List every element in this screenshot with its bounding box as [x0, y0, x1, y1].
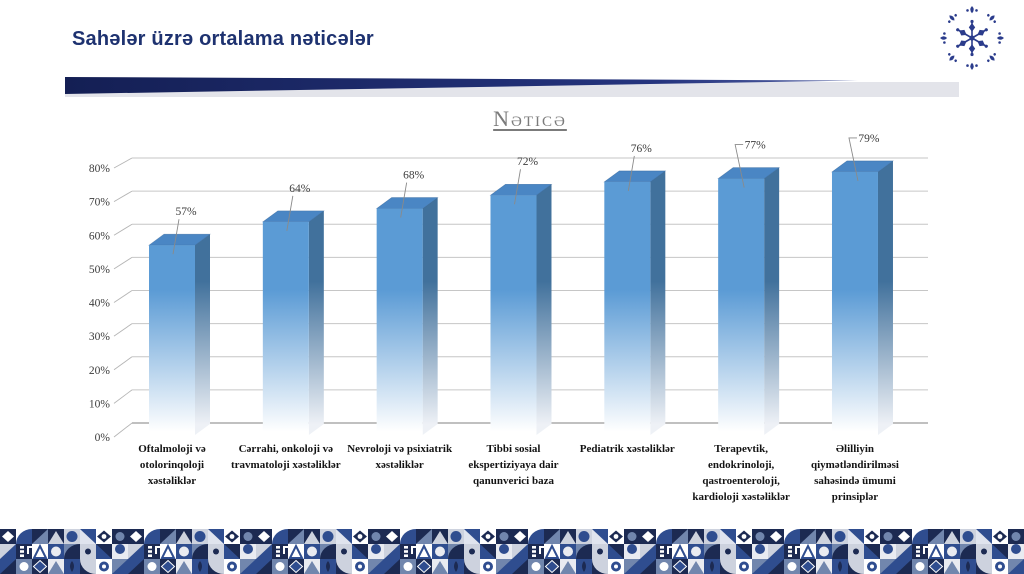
bar-column: [261, 210, 325, 435]
category-label: Pediatrik xəstəliklər: [579, 443, 675, 455]
bar-front-face: [604, 181, 651, 435]
y-tick-label: 50%: [89, 264, 111, 276]
grid-tick-diagonal: [113, 356, 133, 371]
category-label: Nevroloji və psixiatrik xəstəliklər: [347, 443, 453, 471]
bar-top-face: [489, 183, 553, 196]
grid-tick-diagonal: [113, 422, 133, 438]
grid-tick-diagonal: [113, 190, 133, 203]
category-label: Əlilliyin qiymətləndirilməsi sahəsində ümu…: [810, 443, 899, 503]
bar-value-label: 72%: [517, 156, 539, 168]
bar-front-face: [149, 245, 195, 435]
bar-side-face: [764, 167, 780, 435]
grid-tick-diagonal: [113, 323, 133, 337]
bar-side-face: [536, 184, 552, 435]
bar-column: [831, 160, 894, 435]
bar-top-face: [603, 170, 667, 183]
category-label: Tibbi sosial ekspertiziyaya dair qanunveri…: [468, 443, 559, 487]
bar-top-face: [831, 160, 894, 173]
page-title: Sahələr üzrə ortalama nəticələr: [72, 28, 374, 50]
mosaic-footer-band: [0, 529, 1024, 574]
ornament-logo-icon: [939, 6, 1005, 71]
value-leader-line: [172, 219, 180, 255]
bar-side-face: [877, 160, 893, 435]
bar-front-face: [376, 208, 423, 435]
bar-column: [375, 197, 439, 435]
grid-tick-diagonal: [113, 290, 133, 303]
y-tick-label: 60%: [89, 230, 111, 242]
grid-tick-diagonal: [113, 223, 133, 236]
y-tick-label: 10%: [89, 398, 111, 410]
bar-top-face: [148, 233, 211, 246]
y-tick-label: 20%: [89, 365, 111, 377]
y-tick-label: 80%: [89, 163, 111, 175]
value-leader-line: [627, 155, 635, 191]
bar-front-face: [262, 221, 309, 435]
bar-column: [148, 233, 211, 435]
bar-side-face: [650, 170, 666, 436]
category-label: Oftalmoloji və otolorinqoloji xəstəliklər: [138, 443, 206, 487]
bar-front-face: [718, 178, 765, 435]
bar-value-label: 77%: [745, 140, 767, 152]
y-tick-label: 40%: [89, 298, 111, 310]
value-label-layer: 57% 64% 68% 72% 76% 77% 79%: [172, 133, 880, 255]
grid-tick-diagonal: [113, 157, 133, 169]
bar-value-label: 68%: [403, 170, 425, 182]
grid-layer: 0%10%20%30%40%50%60%70%80%: [89, 157, 928, 444]
bar-column: [717, 167, 781, 435]
value-leader-line: [848, 137, 859, 182]
value-leader-line: [286, 195, 294, 231]
bar-side-face: [308, 210, 324, 435]
bar-column: [489, 183, 553, 435]
bar-front-face: [831, 171, 878, 435]
bar-value-label: 79%: [858, 133, 880, 145]
bar-column: [603, 170, 667, 436]
bar-top-face: [717, 167, 781, 179]
bar-value-label: 76%: [631, 143, 653, 155]
divider-swoosh: [65, 77, 959, 97]
bar-top-face: [261, 210, 325, 223]
bar-side-face: [195, 234, 210, 435]
value-leader-line: [514, 169, 521, 205]
bar-layer: [148, 160, 894, 436]
bar-top-face: [375, 197, 439, 209]
bar-front-face: [490, 195, 537, 435]
y-tick-label: 30%: [89, 331, 111, 343]
bar-value-label: 64%: [289, 183, 311, 195]
chart-title: Nəticə: [493, 106, 567, 131]
value-leader-line: [400, 182, 408, 218]
category-label: Terapevtik, endokrinoloji, qastroenteroloj…: [692, 443, 790, 503]
bar-side-face: [422, 197, 438, 435]
grid-tick-diagonal: [113, 389, 133, 404]
y-tick-label: 70%: [89, 197, 111, 209]
grid-tick-diagonal: [113, 256, 133, 270]
category-label: Cərrahi, onkoloji və travmatoloji xəstəli…: [231, 443, 341, 471]
value-leader-line: [734, 144, 745, 188]
bar-value-label: 57%: [175, 206, 197, 218]
